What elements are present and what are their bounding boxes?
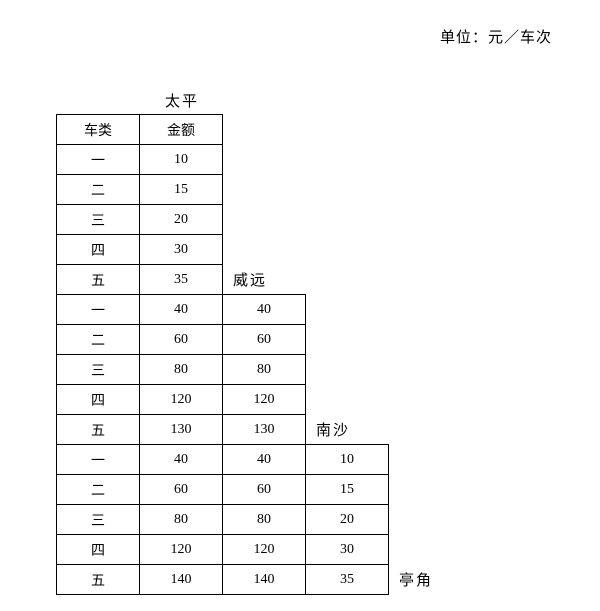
class-cell: 四 [56, 534, 140, 565]
table-row: 一 40 40 [56, 295, 473, 325]
fare-cell: 40 [222, 294, 306, 325]
fare-cell: 15 [305, 474, 389, 505]
fare-cell: 80 [139, 504, 223, 535]
fare-cell: 120 [222, 534, 306, 565]
table-row: 二 60 60 [56, 325, 473, 355]
fare-cell: 40 [139, 444, 223, 475]
table-row: 三 80 80 [56, 355, 473, 385]
class-cell: 四 [56, 234, 140, 265]
fare-cell: 30 [305, 534, 389, 565]
class-cell: 三 [56, 204, 140, 235]
class-cell: 一 [56, 444, 140, 475]
class-cell: 三 [56, 504, 140, 535]
class-cell: 五 [56, 264, 140, 295]
station-header-tingjiao: 亭角 [389, 564, 473, 595]
table-row: 一 10 [56, 145, 473, 175]
fare-cell: 130 [222, 414, 306, 445]
table-row: 三 80 80 20 [56, 505, 473, 535]
fare-cell: 140 [222, 564, 306, 595]
class-cell: 一 [56, 294, 140, 325]
fare-cell: 30 [139, 234, 223, 265]
fare-cell: 120 [139, 534, 223, 565]
fare-cell: 120 [222, 384, 306, 415]
table-row: 二 15 [56, 175, 473, 205]
station-header-nansha: 南沙 [306, 414, 390, 445]
fare-cell: 10 [305, 444, 389, 475]
fare-cell: 80 [222, 504, 306, 535]
fare-cell: 60 [222, 474, 306, 505]
fare-cell: 60 [222, 324, 306, 355]
station-header-weiyuan: 威远 [223, 264, 307, 295]
fare-cell: 35 [139, 264, 223, 295]
station-header-taiping: 太平 [140, 84, 224, 115]
fare-cell: 130 [139, 414, 223, 445]
class-cell: 三 [56, 354, 140, 385]
col-header-amount: 金额 [139, 114, 223, 145]
table-row: 三 20 [56, 205, 473, 235]
class-cell: 五 [56, 414, 140, 445]
col-header-class: 车类 [56, 114, 140, 145]
class-cell: 二 [56, 324, 140, 355]
class-cell: 一 [56, 144, 140, 175]
spacer [56, 84, 140, 115]
table-row: 四 30 [56, 235, 473, 265]
fare-cell: 140 [139, 564, 223, 595]
table-row: 五 140 140 35 亭角 [56, 565, 473, 595]
table-row: 一 40 40 10 [56, 445, 473, 475]
fare-cell: 35 [305, 564, 389, 595]
table-row: 四 120 120 30 [56, 535, 473, 565]
fare-cell: 60 [139, 324, 223, 355]
fare-cell: 20 [305, 504, 389, 535]
class-cell: 二 [56, 474, 140, 505]
fare-cell: 120 [139, 384, 223, 415]
table-row: 四 120 120 [56, 385, 473, 415]
fare-cell: 40 [139, 294, 223, 325]
class-cell: 五 [56, 564, 140, 595]
fare-table: 太平 车类 金额 一 10 二 15 三 20 四 30 五 35 威远 一 4… [56, 84, 473, 595]
class-cell: 四 [56, 384, 140, 415]
fare-cell: 80 [139, 354, 223, 385]
fare-cell: 40 [222, 444, 306, 475]
fare-cell: 15 [139, 174, 223, 205]
table-row: 五 130 130 南沙 [56, 415, 473, 445]
fare-cell: 80 [222, 354, 306, 385]
fare-cell: 10 [139, 144, 223, 175]
table-row: 二 60 60 15 [56, 475, 473, 505]
fare-cell: 60 [139, 474, 223, 505]
table-row: 五 35 威远 [56, 265, 473, 295]
class-cell: 二 [56, 174, 140, 205]
fare-cell: 20 [139, 204, 223, 235]
unit-label: 单位：元／车次 [440, 26, 552, 47]
